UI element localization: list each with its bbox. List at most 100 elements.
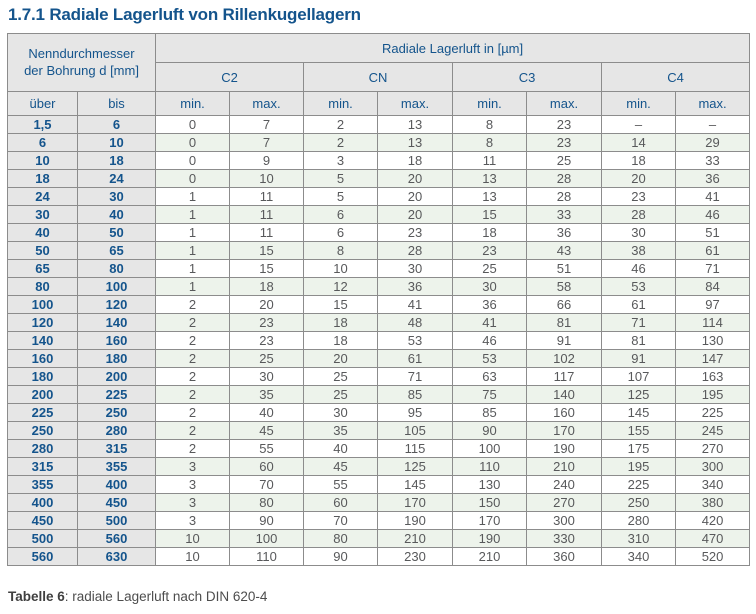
- clearance-value-cell: 40: [303, 439, 379, 458]
- clearance-value-cell: 11: [452, 151, 528, 170]
- table-caption: Tabelle 6: radiale Lagerluft nach DIN 62…: [8, 589, 267, 604]
- clearance-value-cell: 2: [155, 295, 231, 314]
- clearance-value-cell: 0: [155, 169, 231, 188]
- clearance-value-cell: 81: [526, 313, 603, 332]
- clearance-value-cell: 18: [377, 151, 454, 170]
- table-row: 80 100 1 18 12 36 30 58 53 84: [7, 277, 751, 296]
- clearance-class-cn: CN: [303, 62, 454, 92]
- clearance-value-cell: 160: [526, 403, 603, 422]
- clearance-value-cell: 25: [303, 367, 379, 386]
- col-header-ueber: über: [7, 91, 78, 116]
- clearance-value-cell: 8: [452, 115, 528, 134]
- table-row: 65 80 1 15 10 30 25 51 46 71: [7, 259, 751, 278]
- clearance-value-cell: 18: [452, 223, 528, 242]
- bore-diameter-cell: 6: [7, 133, 78, 152]
- bore-diameter-cell: 560: [76, 529, 157, 548]
- clearance-value-cell: 18: [229, 277, 305, 296]
- clearance-value-cell: 2: [155, 385, 231, 404]
- clearance-value-cell: 3: [155, 493, 231, 512]
- clearance-value-cell: 130: [452, 475, 528, 494]
- bore-diameter-cell: 80: [76, 259, 157, 278]
- clearance-value-cell: 190: [377, 511, 454, 530]
- bore-diameter-cell: 100: [76, 277, 157, 296]
- col-header-min-c3: min.: [452, 91, 528, 116]
- clearance-value-cell: 70: [229, 475, 305, 494]
- clearance-value-cell: 175: [601, 439, 677, 458]
- clearance-value-cell: 53: [452, 349, 528, 368]
- bore-diameter-cell: 355: [7, 475, 78, 494]
- clearance-value-cell: 170: [377, 493, 454, 512]
- clearance-value-cell: 48: [377, 313, 454, 332]
- clearance-value-cell: 30: [303, 403, 379, 422]
- bore-diameter-cell: 18: [7, 169, 78, 188]
- bore-diameter-cell: 355: [76, 457, 157, 476]
- clearance-value-cell: 20: [303, 349, 379, 368]
- bore-diameter-cell: 180: [76, 349, 157, 368]
- clearance-value-cell: 10: [155, 547, 231, 566]
- clearance-value-cell: 71: [675, 259, 751, 278]
- clearance-value-cell: 130: [675, 331, 751, 350]
- bore-diameter-cell: 120: [7, 313, 78, 332]
- table-caption-text: : radiale Lagerluft nach DIN 620-4: [64, 589, 268, 604]
- bore-diameter-cell: 160: [76, 331, 157, 350]
- clearance-value-cell: 55: [303, 475, 379, 494]
- clearance-value-cell: 1: [155, 241, 231, 260]
- bore-diameter-cell: 500: [76, 511, 157, 530]
- bore-diameter-cell: 280: [76, 421, 157, 440]
- clearance-value-cell: 380: [675, 493, 751, 512]
- clearance-value-cell: 340: [675, 475, 751, 494]
- col-header-min-c2: min.: [155, 91, 231, 116]
- bore-diameter-cell: 50: [76, 223, 157, 242]
- clearance-value-cell: 40: [229, 403, 305, 422]
- clearance-value-cell: 30: [377, 259, 454, 278]
- clearance-value-cell: 15: [229, 259, 305, 278]
- clearance-value-cell: 225: [675, 403, 751, 422]
- clearance-value-cell: 8: [303, 241, 379, 260]
- clearance-value-cell: 2: [155, 349, 231, 368]
- bore-diameter-cell: 250: [7, 421, 78, 440]
- clearance-value-cell: 170: [526, 421, 603, 440]
- clearance-value-cell: 7: [229, 133, 305, 152]
- clearance-value-cell: 61: [601, 295, 677, 314]
- clearance-value-cell: 7: [229, 115, 305, 134]
- clearance-value-cell: 23: [601, 187, 677, 206]
- clearance-value-cell: 520: [675, 547, 751, 566]
- clearance-value-cell: 195: [601, 457, 677, 476]
- clearance-value-cell: 55: [229, 439, 305, 458]
- clearance-value-cell: 61: [675, 241, 751, 260]
- clearance-value-cell: 23: [526, 133, 603, 152]
- col-header-bis: bis: [76, 91, 157, 116]
- bore-diameter-cell: 40: [76, 205, 157, 224]
- clearance-value-cell: 210: [377, 529, 454, 548]
- clearance-value-cell: 75: [452, 385, 528, 404]
- clearance-value-cell: 0: [155, 151, 231, 170]
- col-header-max-cn: max.: [377, 91, 454, 116]
- clearance-value-cell: 23: [526, 115, 603, 134]
- table-row: 200 225 2 35 25 85 75 140 125 195: [7, 385, 751, 404]
- bore-diameter-cell: 450: [76, 493, 157, 512]
- table-row: 315 355 3 60 45 125 110 210 195 300: [7, 457, 751, 476]
- table-row: 24 30 1 11 5 20 13 28 23 41: [7, 187, 751, 206]
- clearance-value-cell: 5: [303, 187, 379, 206]
- bore-diameter-cell: 160: [7, 349, 78, 368]
- clearance-value-cell: 190: [452, 529, 528, 548]
- clearance-value-cell: 102: [526, 349, 603, 368]
- clearance-value-cell: 35: [229, 385, 305, 404]
- clearance-value-cell: 420: [675, 511, 751, 530]
- clearance-value-cell: 33: [675, 151, 751, 170]
- clearance-value-cell: 1: [155, 205, 231, 224]
- table-row: 140 160 2 23 18 53 46 91 81 130: [7, 331, 751, 350]
- clearance-value-cell: 100: [452, 439, 528, 458]
- clearance-value-cell: 25: [526, 151, 603, 170]
- clearance-value-cell: 35: [303, 421, 379, 440]
- bore-diameter-cell: 65: [7, 259, 78, 278]
- clearance-value-cell: 10: [229, 169, 305, 188]
- table-row: 6 10 0 7 2 13 8 23 14 29: [7, 133, 751, 152]
- clearance-value-cell: 58: [526, 277, 603, 296]
- clearance-value-cell: 2: [155, 421, 231, 440]
- bore-diameter-header: Nenndurchmesser der Bohrung d [mm]: [6, 33, 157, 92]
- clearance-value-cell: 13: [452, 169, 528, 188]
- col-header-min-cn: min.: [303, 91, 379, 116]
- clearance-value-cell: 190: [526, 439, 603, 458]
